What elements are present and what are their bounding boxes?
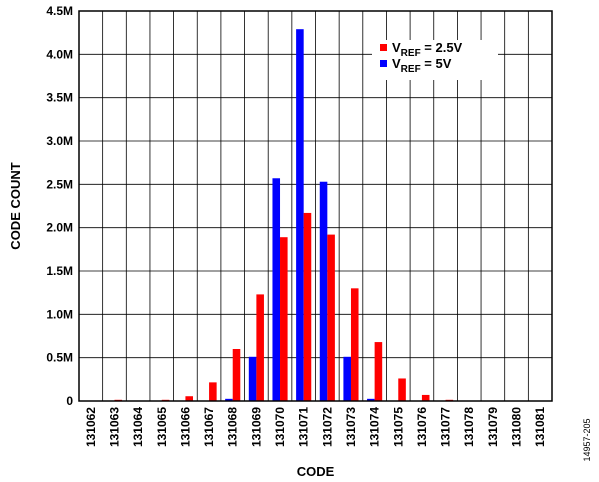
x-tick-label: 131074 xyxy=(368,407,382,447)
figure-id: 14957-205 xyxy=(582,418,592,461)
x-axis-ticks: 131062 131063 131064 131065 131066 131067 1310… xyxy=(84,407,547,447)
bar-vref-5v-131074 xyxy=(367,398,375,401)
bar-vref-2p5v-131071 xyxy=(303,212,312,401)
y-tick-label: 1.5M xyxy=(46,264,73,278)
x-tick-label: 131071 xyxy=(297,407,311,447)
x-tick-label: 131073 xyxy=(344,407,358,447)
bar-vref-2p5v-131073 xyxy=(350,288,359,401)
bar-vref-2p5v-131072 xyxy=(327,234,335,401)
x-tick-label: 131069 xyxy=(249,407,263,447)
x-tick-label: 131064 xyxy=(131,407,145,447)
bar-vref-2p5v-131070 xyxy=(280,237,288,401)
x-tick-label: 131075 xyxy=(391,407,405,447)
legend-label: VREF = 5V xyxy=(392,56,452,75)
bar-vref-2p5v-131069 xyxy=(256,294,264,401)
x-tick-label: 131080 xyxy=(510,407,524,447)
y-tick-label: 0.5M xyxy=(46,351,73,365)
y-tick-label: 3.0M xyxy=(46,134,73,148)
bar-vref-5v-131072 xyxy=(319,181,328,401)
x-axis-title: CODE xyxy=(297,464,335,479)
y-tick-label: 0 xyxy=(66,394,73,408)
bar-vref-5v-131068 xyxy=(225,398,233,401)
bars xyxy=(114,29,454,401)
bar-vref-2p5v-131075 xyxy=(398,378,406,401)
legend-box xyxy=(372,40,498,80)
bar-vref-5v-131071 xyxy=(296,29,304,401)
y-tick-label: 2.0M xyxy=(46,221,73,235)
x-tick-label: 131067 xyxy=(202,407,216,447)
x-tick-label: 131076 xyxy=(415,407,429,447)
legend-label: VREF = 2.5V xyxy=(392,40,463,59)
x-tick-label: 131063 xyxy=(107,407,121,447)
legend-swatch xyxy=(380,44,387,51)
grid-lines xyxy=(79,11,552,401)
bar-vref-5v-131070 xyxy=(272,178,281,401)
bar-vref-2p5v-131074 xyxy=(374,342,383,401)
bar-vref-5v-131069 xyxy=(248,356,257,401)
x-tick-label: 131081 xyxy=(533,407,547,447)
bar-vref-5v-131073 xyxy=(343,356,351,401)
x-tick-label: 131070 xyxy=(273,407,287,447)
x-tick-label: 131062 xyxy=(84,407,98,447)
y-tick-label: 2.5M xyxy=(46,177,73,191)
x-tick-label: 131072 xyxy=(320,407,334,447)
bar-vref-2p5v-131076 xyxy=(421,394,430,401)
legend-swatch xyxy=(380,60,387,67)
bar-vref-2p5v-131067 xyxy=(209,382,217,401)
y-axis-title: CODE COUNT xyxy=(8,162,23,249)
x-tick-label: 131065 xyxy=(155,407,169,447)
bar-vref-2p5v-131066 xyxy=(185,396,193,401)
x-tick-label: 131077 xyxy=(439,407,453,447)
bar-vref-2p5v-131068 xyxy=(232,349,241,401)
plot-frame xyxy=(78,10,553,402)
y-tick-label: 4.5M xyxy=(46,4,73,18)
y-axis-ticks: 0 0.5M 1.0M 1.5M 2.0M 2.5M 3.0M 3.5M 4.0M 4.5M xyxy=(46,4,73,408)
y-tick-label: 4.0M xyxy=(46,47,73,61)
x-tick-label: 131068 xyxy=(226,407,240,447)
x-tick-label: 131079 xyxy=(486,407,500,447)
x-tick-label: 131078 xyxy=(462,407,476,447)
y-tick-label: 3.5M xyxy=(46,91,73,105)
x-tick-label: 131066 xyxy=(178,407,192,447)
y-tick-label: 1.0M xyxy=(46,307,73,321)
